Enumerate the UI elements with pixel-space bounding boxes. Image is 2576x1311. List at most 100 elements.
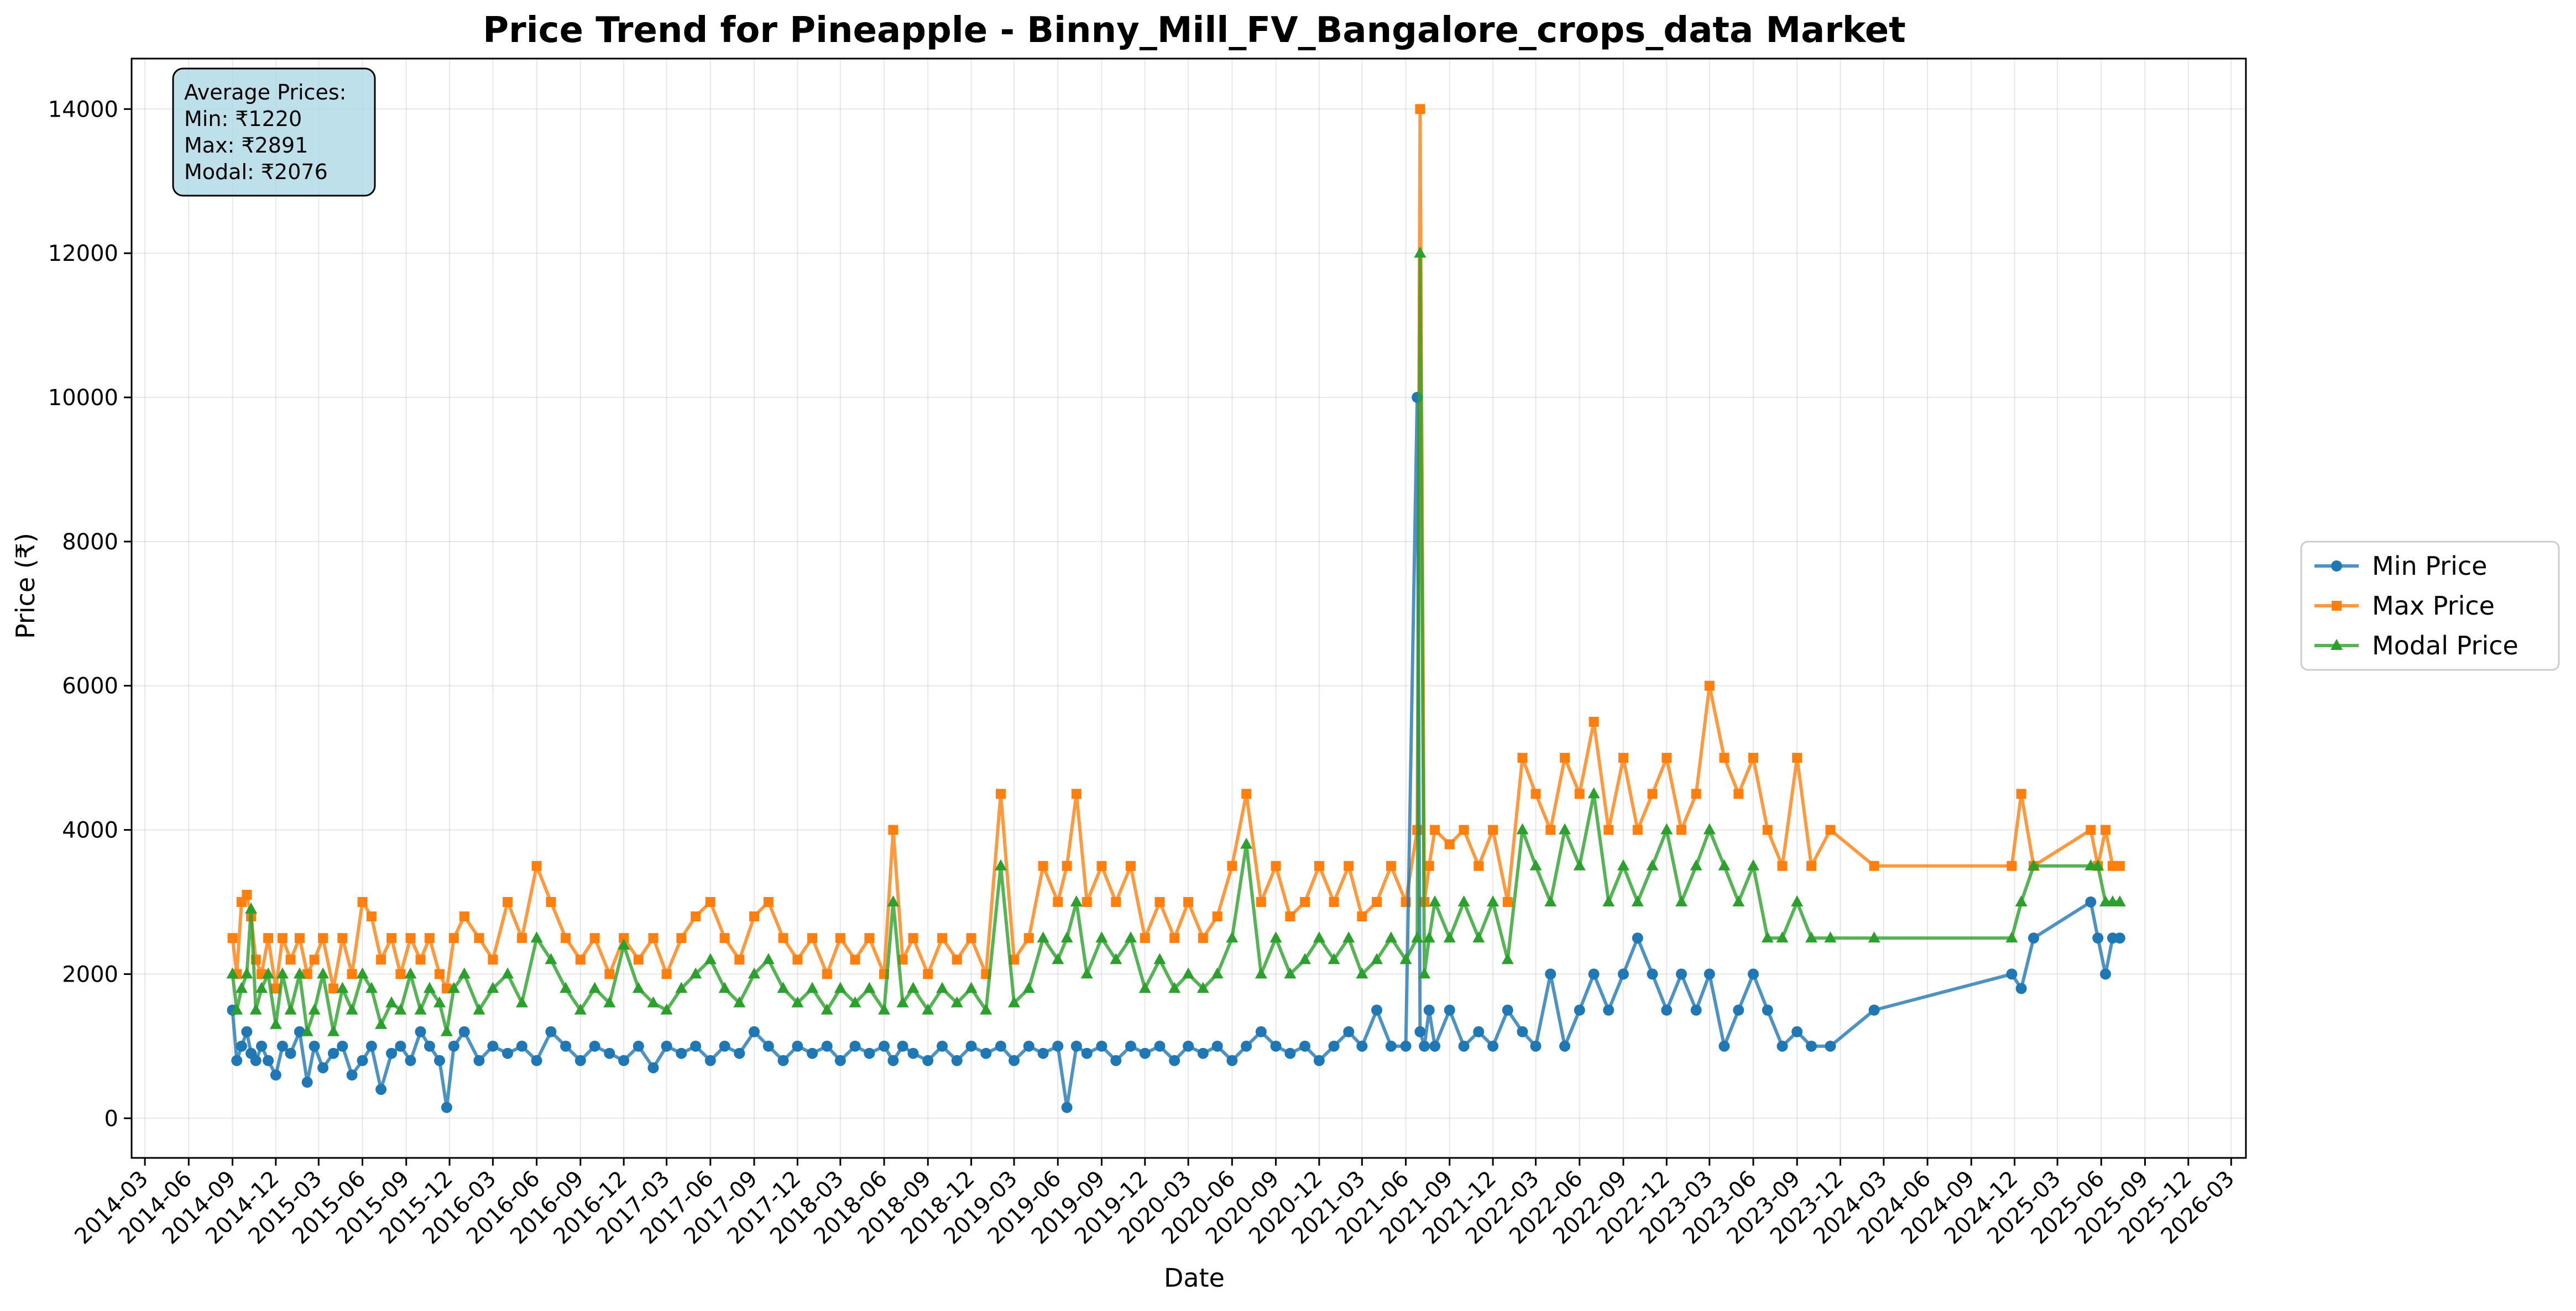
modal-price-point xyxy=(269,1018,282,1029)
modal-price-point xyxy=(241,967,253,979)
min-price-point xyxy=(1776,1040,1788,1052)
min-price-point xyxy=(1747,968,1759,980)
min-price-point xyxy=(1023,1040,1034,1052)
modal-price-point xyxy=(1356,967,1368,979)
modal-price-point xyxy=(907,982,919,993)
min-price-point xyxy=(1400,1040,1412,1052)
modal-price-point xyxy=(1776,931,1789,943)
max-price-point xyxy=(2100,825,2111,835)
max-price-point xyxy=(1719,753,1729,763)
min-price-point xyxy=(897,1040,908,1052)
modal-price-point xyxy=(1211,967,1224,979)
modal-price-point xyxy=(718,982,731,993)
modal-price-point xyxy=(618,938,630,950)
max-price-point xyxy=(778,933,788,943)
min-price-point xyxy=(263,1055,274,1066)
average-prices-box: Average Prices: Min: ₹1220 Max: ₹2891 Mo… xyxy=(172,67,376,197)
max-price-point xyxy=(337,933,348,943)
min-price-point xyxy=(922,1055,934,1066)
min-price-point xyxy=(502,1047,514,1059)
min-price-point xyxy=(1169,1055,1180,1066)
min-price-point xyxy=(309,1040,320,1052)
modal-price-point xyxy=(245,903,258,914)
min-price-point xyxy=(1473,1026,1485,1037)
min-price-point xyxy=(2331,560,2342,571)
min-price-point xyxy=(231,1055,243,1066)
max-price-point xyxy=(1574,789,1585,799)
legend-label: Modal Price xyxy=(2372,631,2518,660)
min-price-point xyxy=(1270,1040,1282,1052)
modal-price-point xyxy=(1022,982,1035,993)
max-price-point xyxy=(1169,933,1180,943)
max-price-point xyxy=(850,955,860,965)
modal-price-point xyxy=(1138,982,1151,993)
max-price-point xyxy=(966,933,976,943)
max-price-point xyxy=(1792,753,1802,763)
modal-price-point xyxy=(1747,859,1759,870)
min-price-point xyxy=(2006,968,2018,980)
modal-price-point xyxy=(1411,931,1424,943)
modal-price-point xyxy=(1371,953,1383,964)
modal-price-point xyxy=(356,967,369,979)
min-price-point xyxy=(777,1055,789,1066)
min-price-point xyxy=(937,1040,948,1052)
modal-price-point xyxy=(385,996,398,1008)
stats-min-text: Min: ₹1220 xyxy=(184,107,302,131)
min-price-point xyxy=(1588,968,1600,980)
min-price-point xyxy=(1154,1040,1166,1052)
min-price-point xyxy=(1704,968,1715,980)
max-price-point xyxy=(277,933,288,943)
modal-price-point xyxy=(748,967,761,979)
min-price-point xyxy=(395,1040,406,1052)
modal-price-point xyxy=(1060,931,1073,943)
max-price-point xyxy=(807,933,818,943)
modal-price-point xyxy=(336,982,349,993)
min-price-point xyxy=(647,1062,659,1073)
max-price-point xyxy=(1111,896,1121,907)
max-price-point xyxy=(1825,825,1836,835)
modal-price-point xyxy=(1457,895,1470,906)
modal-price-point xyxy=(1342,931,1355,943)
modal-price-point xyxy=(2028,859,2040,870)
legend-items: Min Price Max Price Modal Price xyxy=(2314,551,2518,660)
modal-price-point xyxy=(458,967,471,979)
max-price-point xyxy=(1285,911,1295,922)
modal-price-point xyxy=(1544,895,1557,906)
max-price-point xyxy=(2007,861,2017,871)
legend: Min Price Max Price Modal Price xyxy=(2300,541,2560,671)
modal-price-point xyxy=(1182,967,1195,979)
legend-frame xyxy=(2300,541,2560,671)
y-tick-label: 12000 xyxy=(48,241,118,266)
modal-price-point xyxy=(980,1003,992,1015)
min-price-point xyxy=(250,1055,262,1066)
x-axis-label: Date xyxy=(1164,1263,1225,1293)
series-layer xyxy=(226,104,2126,1113)
modal-price-point xyxy=(950,996,963,1008)
stats-max-text: Max: ₹2891 xyxy=(184,133,308,158)
min-price-point xyxy=(719,1040,730,1052)
max-price-point xyxy=(749,911,760,922)
modal-price-point xyxy=(433,996,446,1008)
max-price-point xyxy=(792,955,803,965)
max-price-point xyxy=(1329,896,1339,907)
max-price-point xyxy=(1777,861,1788,871)
y-tick-label: 0 xyxy=(104,1106,118,1131)
modal-price-point xyxy=(791,996,804,1008)
max-price-point xyxy=(488,955,498,965)
min-price-point xyxy=(849,1040,861,1052)
max-price-point xyxy=(1154,896,1165,907)
max-price-point xyxy=(995,789,1006,799)
max-price-point xyxy=(561,933,571,943)
max-price-point xyxy=(1545,825,1556,835)
max-price-point xyxy=(302,969,312,979)
max-price-point xyxy=(575,955,586,965)
min-price-series xyxy=(227,392,2125,1113)
modal-price-point xyxy=(545,953,557,964)
y-tick-label: 6000 xyxy=(62,674,118,699)
max-price-point xyxy=(888,825,898,835)
max-price-point xyxy=(1603,825,1614,835)
min-price-point xyxy=(1125,1040,1136,1052)
min-price-point xyxy=(424,1040,435,1052)
min-price-point xyxy=(276,1040,288,1052)
